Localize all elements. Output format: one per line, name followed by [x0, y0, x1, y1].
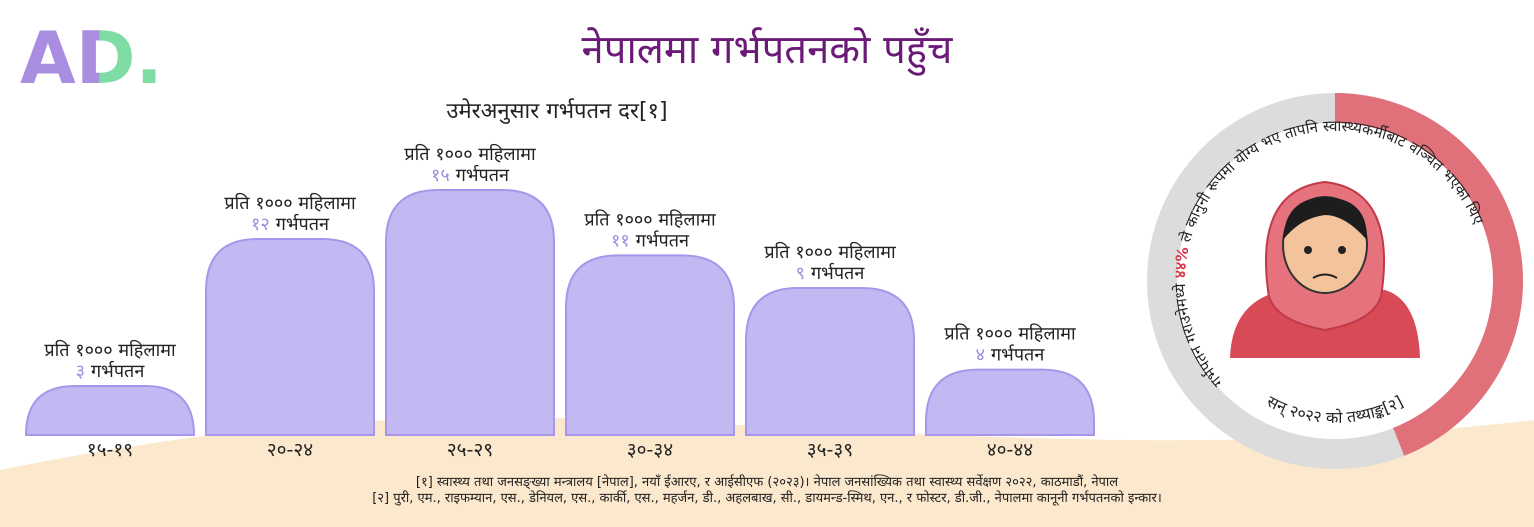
bar: [565, 254, 735, 436]
page-title: नेपालमा गर्भपतनको पहुँच: [582, 27, 954, 76]
value-suffix: गर्भपतन: [456, 164, 510, 186]
value-label-prefix: प्रति १००० महिलामा: [224, 192, 356, 214]
value-suffix: गर्भपतन: [811, 262, 865, 284]
value-label-prefix: प्रति १००० महिलामा: [404, 143, 536, 165]
person-illustration: [1230, 180, 1420, 358]
value-label-prefix: प्रति १००० महिलामा: [944, 323, 1076, 345]
value-number: ४: [976, 345, 985, 366]
value-label: ४ गर्भपतन: [976, 344, 1046, 366]
value-label: ३ गर्भपतन: [76, 360, 146, 382]
value-number: ९: [796, 263, 805, 284]
bar: [24, 385, 196, 436]
footnote: [१] स्वास्थ्य तथा जनसङ्ख्या मन्त्रालय [न…: [416, 474, 1118, 490]
value-label: ११ गर्भपतन: [611, 229, 690, 251]
value-number: १५: [431, 165, 450, 186]
x-tick-label: २५-२९: [447, 439, 493, 461]
value-suffix: गर्भपतन: [91, 360, 145, 382]
bar: [745, 287, 915, 436]
value-suffix: गर्भपतन: [991, 344, 1045, 366]
value-number: ११: [611, 230, 630, 251]
donut-segment: [1334, 93, 1523, 456]
bar: [385, 189, 555, 436]
footnotes: [१] स्वास्थ्य तथा जनसङ्ख्या मन्त्रालय [न…: [372, 474, 1162, 506]
value-label: १५ गर्भपतन: [431, 164, 510, 186]
background-wave: [0, 417, 1534, 527]
x-tick-label: ३०-३४: [627, 439, 673, 461]
value-suffix: गर्भपतन: [276, 213, 330, 235]
x-tick-label: ३५-३९: [807, 439, 853, 461]
value-suffix: गर्भपतन: [636, 229, 690, 251]
x-tick-label: ४०-४४: [987, 439, 1033, 461]
value-label-prefix: प्रति १००० महिलामा: [584, 208, 716, 230]
value-number: ३: [76, 361, 85, 382]
value-label: १२ गर्भपतन: [251, 213, 330, 235]
footnote: [२] पुरी, एम., राइफम्यान, एस., डेनियल, ए…: [372, 490, 1162, 506]
chart-title: उमेरअनुसार गर्भपतन दर[१]: [446, 98, 667, 124]
value-label-prefix: प्रति १००० महिलामा: [764, 241, 896, 263]
x-tick-label: २०-२४: [267, 439, 313, 461]
bar: [925, 368, 1095, 436]
donut-group: गर्भपतन गराउनेमध्ये४४%ले कानुनी रूपमा यो…: [1147, 93, 1523, 469]
value-label: ९ गर्भपतन: [796, 262, 866, 284]
logo: AD.: [20, 16, 163, 100]
x-tick-label: १५-१९: [87, 439, 133, 461]
bar: [205, 238, 375, 436]
value-number: १२: [251, 214, 270, 235]
value-label-prefix: प्रति १००० महिलामा: [44, 339, 176, 361]
